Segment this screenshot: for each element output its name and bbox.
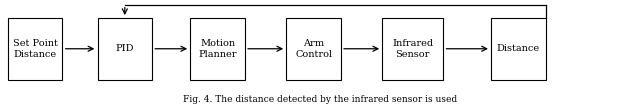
Bar — [287, 18, 340, 80]
Text: Motion
Planner: Motion Planner — [198, 39, 237, 59]
Bar — [97, 18, 152, 80]
Text: Fig. 4. The distance detected by the infrared sensor is used: Fig. 4. The distance detected by the inf… — [183, 95, 457, 104]
Bar — [383, 18, 444, 80]
Bar — [492, 18, 545, 80]
Text: Arm
Control: Arm Control — [295, 39, 332, 59]
Text: Distance: Distance — [497, 44, 540, 53]
Bar — [191, 18, 245, 80]
Text: Set Point
Distance: Set Point Distance — [13, 39, 58, 59]
Bar — [8, 18, 63, 80]
Text: Infrared
Sensor: Infrared Sensor — [392, 39, 433, 59]
Text: PID: PID — [116, 44, 134, 53]
